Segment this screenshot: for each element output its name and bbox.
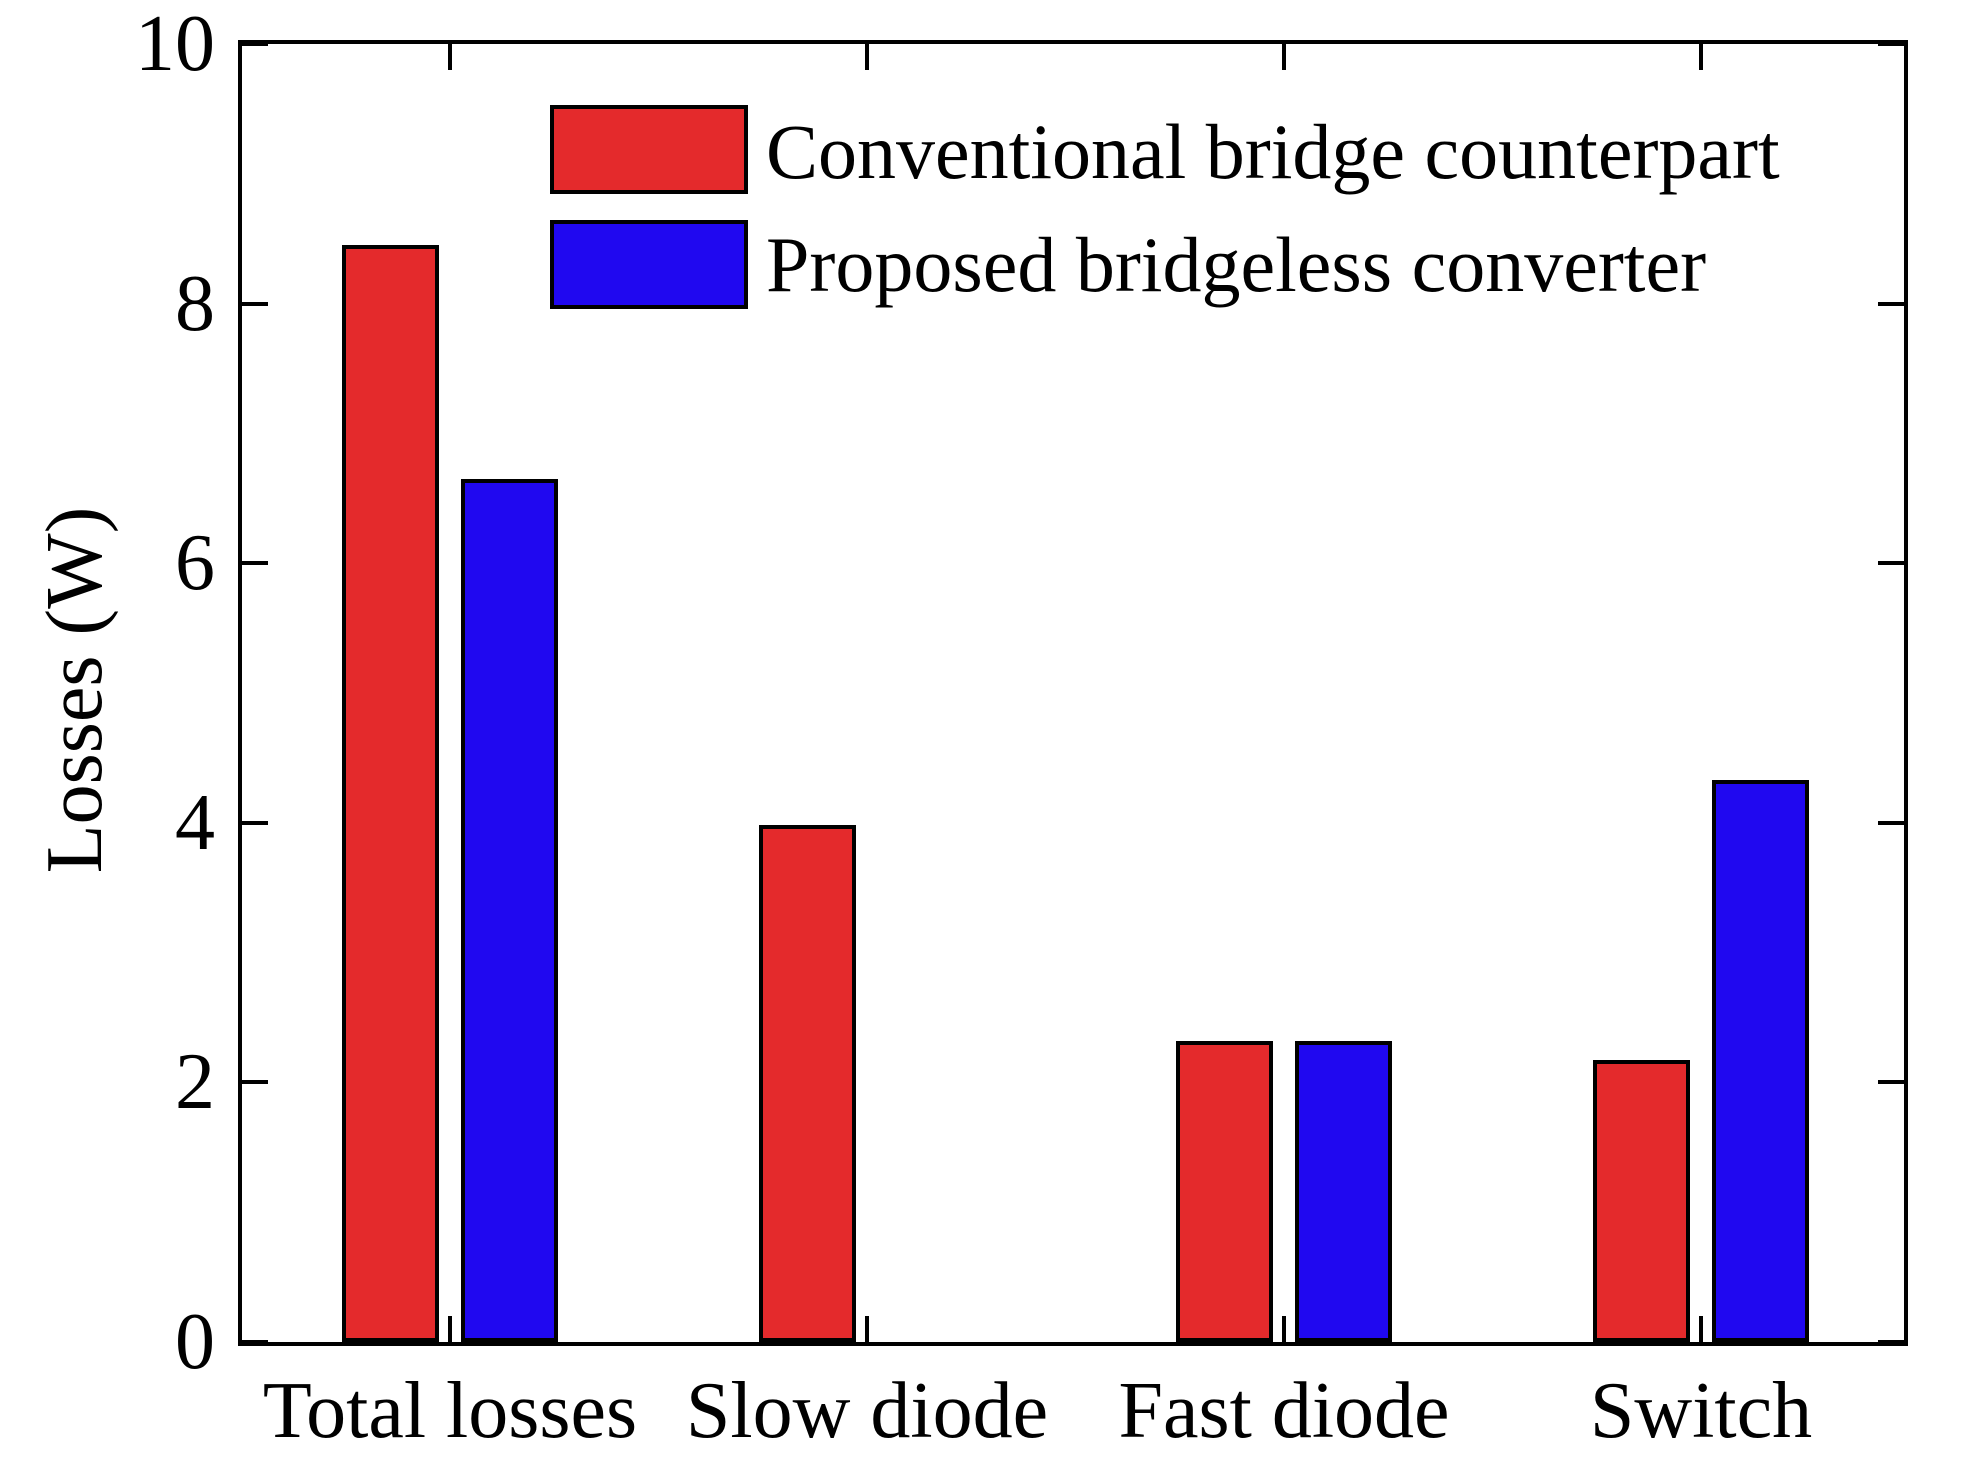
x-category-label-fast-diode: Fast diode bbox=[1118, 1367, 1450, 1455]
legend-swatch-proposed bbox=[550, 220, 748, 309]
bar-proposed-total-losses bbox=[461, 479, 558, 1342]
y-tick-left bbox=[242, 820, 268, 825]
y-tick-label: 0 bbox=[175, 1298, 215, 1386]
x-tick-bottom bbox=[1282, 1316, 1286, 1342]
y-tick-left bbox=[242, 1340, 268, 1344]
y-tick-right bbox=[1878, 301, 1904, 306]
bar-conventional-fast-diode bbox=[1176, 1041, 1273, 1342]
y-tick-label: 4 bbox=[175, 778, 215, 867]
legend-swatch-conventional bbox=[550, 105, 748, 194]
y-tick-right bbox=[1878, 1340, 1904, 1344]
y-tick-left bbox=[242, 42, 268, 46]
x-tick-bottom bbox=[448, 1316, 452, 1342]
y-tick-right bbox=[1878, 561, 1904, 566]
bar-proposed-switch bbox=[1712, 780, 1809, 1342]
x-category-label-total-losses: Total losses bbox=[262, 1367, 638, 1455]
y-tick-left bbox=[242, 301, 268, 306]
x-tick-top bbox=[448, 44, 452, 70]
x-tick-bottom bbox=[1699, 1316, 1703, 1342]
plot-area bbox=[238, 40, 1908, 1346]
y-tick-left bbox=[242, 561, 268, 566]
y-tick-right bbox=[1878, 42, 1904, 46]
bar-conventional-total-losses bbox=[342, 245, 439, 1342]
y-tick-left bbox=[242, 1080, 268, 1085]
y-tick-right bbox=[1878, 1080, 1904, 1085]
bar-conventional-slow-diode bbox=[759, 825, 856, 1342]
x-tick-top bbox=[865, 44, 869, 70]
y-tick-label: 8 bbox=[175, 259, 215, 348]
y-tick-right bbox=[1878, 820, 1904, 825]
bar-conventional-switch bbox=[1593, 1060, 1690, 1342]
y-tick-label: 2 bbox=[175, 1038, 215, 1127]
x-category-label-switch: Switch bbox=[1589, 1367, 1813, 1455]
y-tick-label: 10 bbox=[135, 0, 215, 88]
legend-label-proposed: Proposed bridgeless converter bbox=[766, 221, 1707, 308]
y-tick-label: 6 bbox=[175, 519, 215, 608]
bar-proposed-fast-diode bbox=[1295, 1041, 1392, 1342]
x-tick-top bbox=[1282, 44, 1286, 70]
x-tick-top bbox=[1699, 44, 1703, 70]
legend-label-conventional: Conventional bridge counterpart bbox=[766, 108, 1780, 195]
x-category-label-slow-diode: Slow diode bbox=[685, 1367, 1049, 1455]
x-tick-bottom bbox=[865, 1316, 869, 1342]
